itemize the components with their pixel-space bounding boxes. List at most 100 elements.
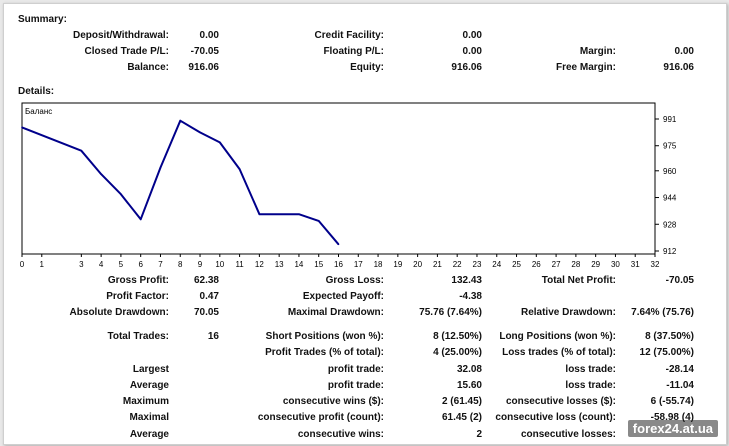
maximal-consecutive-profit-value: 61.45 (2): [441, 412, 482, 423]
maximal-label: Maximal: [129, 412, 169, 423]
maximum-label: Maximum: [122, 396, 169, 407]
y-tick-label: 912: [663, 247, 677, 256]
average-consecutive-label: Average: [129, 429, 169, 440]
floating-pl-value: 0.00: [462, 46, 482, 57]
profit-trades-value: 4 (25.00%): [433, 347, 482, 358]
x-tick-label: 16: [334, 260, 343, 269]
balance-value: 916.06: [188, 62, 219, 73]
x-tick-label: 0: [20, 260, 25, 269]
summary-heading: Summary:: [18, 14, 67, 25]
x-tick-label: 11: [235, 260, 244, 269]
absolute-drawdown-label: Absolute Drawdown:: [69, 307, 169, 318]
balance-point: [159, 166, 162, 169]
balance-point: [199, 131, 201, 134]
x-tick-label: 20: [413, 260, 422, 269]
max-consecutive-losses-value: 6 (-55.74): [650, 396, 694, 407]
plot-frame: [21, 102, 656, 255]
x-tick-label: 13: [275, 260, 284, 269]
avg-consecutive-losses-label: consecutive losses:: [520, 429, 616, 440]
x-tick-label: 30: [611, 260, 620, 269]
x-tick-label: 6: [138, 260, 143, 269]
max-consecutive-wins-value: 2 (61.45): [441, 396, 482, 407]
profit-factor-label: Profit Factor:: [106, 291, 169, 302]
balance-point: [238, 168, 241, 170]
maximal-consecutive-profit-label: consecutive profit (count):: [257, 412, 384, 423]
x-tick-label: 17: [354, 260, 363, 269]
absolute-drawdown-value: 70.05: [193, 307, 219, 318]
long-positions-value: 8 (37.50%): [645, 331, 694, 342]
balance-point: [219, 141, 221, 144]
loss-trades-value: 12 (75.00%): [639, 347, 694, 358]
maximal-consecutive-loss-label: consecutive loss (count):: [495, 412, 616, 423]
x-tick-label: 26: [532, 260, 541, 269]
credit-label: Credit Facility:: [314, 30, 384, 41]
x-tick-label: 23: [473, 260, 482, 269]
balance-point: [80, 149, 83, 152]
average-loss-label: loss trade:: [565, 380, 616, 391]
credit-value: 0.00: [462, 30, 482, 41]
gross-loss-value: 132.43: [451, 275, 482, 286]
balance-point: [179, 119, 182, 122]
maximal-drawdown-value: 75.76 (7.64%): [419, 307, 482, 318]
margin-label: Margin:: [579, 46, 616, 57]
y-tick-label: 991: [663, 115, 677, 124]
equity-label: Equity:: [350, 62, 384, 73]
balance-point: [258, 213, 261, 216]
largest-loss-label: loss trade:: [565, 364, 616, 375]
x-tick-label: 7: [158, 260, 163, 269]
relative-drawdown-label: Relative Drawdown:: [520, 307, 616, 318]
deposit-label: Deposit/Withdrawal:: [72, 30, 169, 41]
average-label: Average: [129, 380, 169, 391]
gross-profit-label: Gross Profit:: [107, 275, 169, 286]
x-tick-label: 18: [374, 260, 383, 269]
balance-point: [139, 218, 142, 221]
profit-trades-label: Profit Trades (% of total):: [265, 347, 384, 358]
x-tick-label: 3: [79, 260, 84, 269]
max-consecutive-losses-label: consecutive losses ($):: [505, 396, 616, 407]
largest-profit-label: profit trade:: [327, 364, 384, 375]
x-tick-label: 10: [215, 260, 224, 269]
balance-point: [100, 173, 102, 175]
balance-point: [21, 126, 23, 129]
avg-consecutive-wins-value: 2: [476, 429, 482, 440]
x-tick-label: 12: [255, 260, 264, 269]
total-net-profit-label: Total Net Profit:: [541, 275, 616, 286]
x-tick-label: 5: [119, 260, 124, 269]
x-tick-label: 29: [591, 260, 600, 269]
margin-value: 0.00: [674, 46, 694, 57]
report-panel: Summary: Deposit/Withdrawal: 0.00 Credit…: [3, 3, 727, 445]
y-tick-label: 960: [663, 167, 677, 176]
free-margin-value: 916.06: [663, 62, 694, 73]
average-profit-label: profit trade:: [327, 380, 384, 391]
watermark: forex24.at.ua: [627, 420, 718, 437]
equity-value: 916.06: [451, 62, 482, 73]
x-tick-label: 21: [433, 260, 442, 269]
closed-pl-value: -70.05: [190, 46, 219, 57]
total-trades-label: Total Trades:: [107, 331, 170, 342]
total-trades-value: 16: [207, 331, 219, 342]
x-tick-label: 32: [651, 260, 660, 269]
maximal-drawdown-label: Maximal Drawdown:: [287, 307, 384, 318]
expected-payoff-label: Expected Payoff:: [302, 291, 384, 302]
balance-label: Balance:: [127, 62, 169, 73]
x-tick-label: 4: [99, 260, 104, 269]
profit-factor-value: 0.47: [199, 291, 219, 302]
x-tick-label: 22: [453, 260, 462, 269]
short-positions-value: 8 (12.50%): [433, 331, 482, 342]
total-net-profit-value: -70.05: [665, 275, 694, 286]
maximal-consecutive-loss-value: -58.98 (4): [650, 412, 694, 423]
details-heading: Details:: [18, 86, 55, 97]
y-tick-label: 944: [663, 194, 677, 203]
x-tick-label: 1: [40, 260, 45, 269]
x-tick-label: 15: [314, 260, 323, 269]
x-tick-label: 25: [512, 260, 521, 269]
x-tick-label: 28: [571, 260, 580, 269]
loss-trades-label: Loss trades (% of total):: [502, 347, 616, 358]
balance-point: [337, 243, 340, 246]
x-tick-label: 24: [492, 260, 501, 269]
x-tick-label: 8: [178, 260, 183, 269]
average-loss-value: -11.04: [666, 380, 694, 391]
floating-pl-label: Floating P/L:: [323, 46, 384, 57]
expected-payoff-value: -4.38: [459, 291, 482, 302]
